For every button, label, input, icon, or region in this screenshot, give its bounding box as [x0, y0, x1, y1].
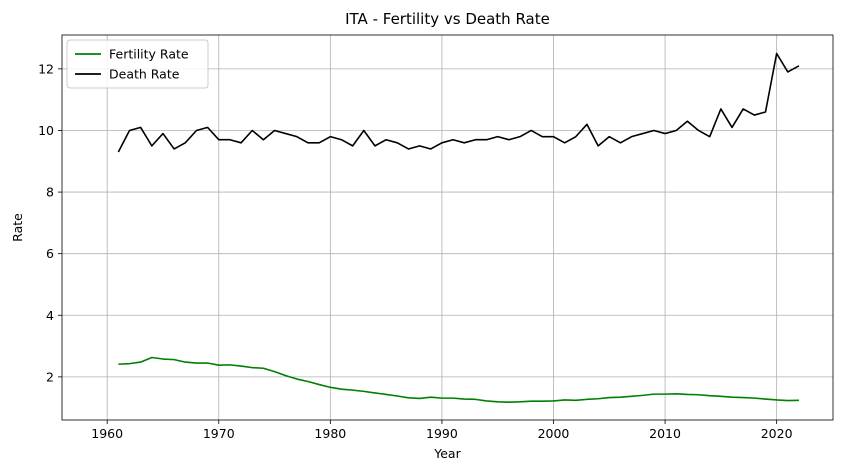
y-tick-label: 10: [38, 123, 54, 138]
x-tick-label: 2020: [761, 426, 793, 441]
y-tick-label: 8: [46, 185, 54, 200]
legend-label-fertility-rate: Fertility Rate: [109, 47, 189, 62]
y-tick-label: 4: [46, 308, 54, 323]
x-tick-label: 1990: [426, 426, 458, 441]
x-tick-label: 1980: [314, 426, 346, 441]
legend: Fertility Rate Death Rate: [66, 39, 209, 89]
x-tick-label: 2010: [649, 426, 681, 441]
y-tick-label: 6: [46, 246, 54, 261]
death-rate-line: [117, 52, 800, 153]
y-tick-label: 12: [38, 61, 54, 76]
y-axis-label: Rate: [10, 213, 25, 242]
ticks: 1960 1970 1980 1990 2000 2010 2020 2 4 6 8 10 12: [38, 61, 793, 441]
x-axis-label: Year: [433, 446, 461, 461]
y-tick-label: 2: [46, 369, 54, 384]
legend-box: [66, 39, 209, 89]
plot-frame: [61, 34, 834, 421]
fertility-rate-line: [118, 356, 799, 403]
chart-title: ITA - Fertility vs Death Rate: [345, 10, 550, 28]
legend-label-death-rate: Death Rate: [109, 67, 180, 82]
x-tick-label: 2000: [538, 426, 570, 441]
x-tick-label: 1960: [91, 426, 123, 441]
grid: [62, 35, 833, 420]
series-layer: [117, 52, 800, 403]
x-tick-label: 1970: [203, 426, 235, 441]
